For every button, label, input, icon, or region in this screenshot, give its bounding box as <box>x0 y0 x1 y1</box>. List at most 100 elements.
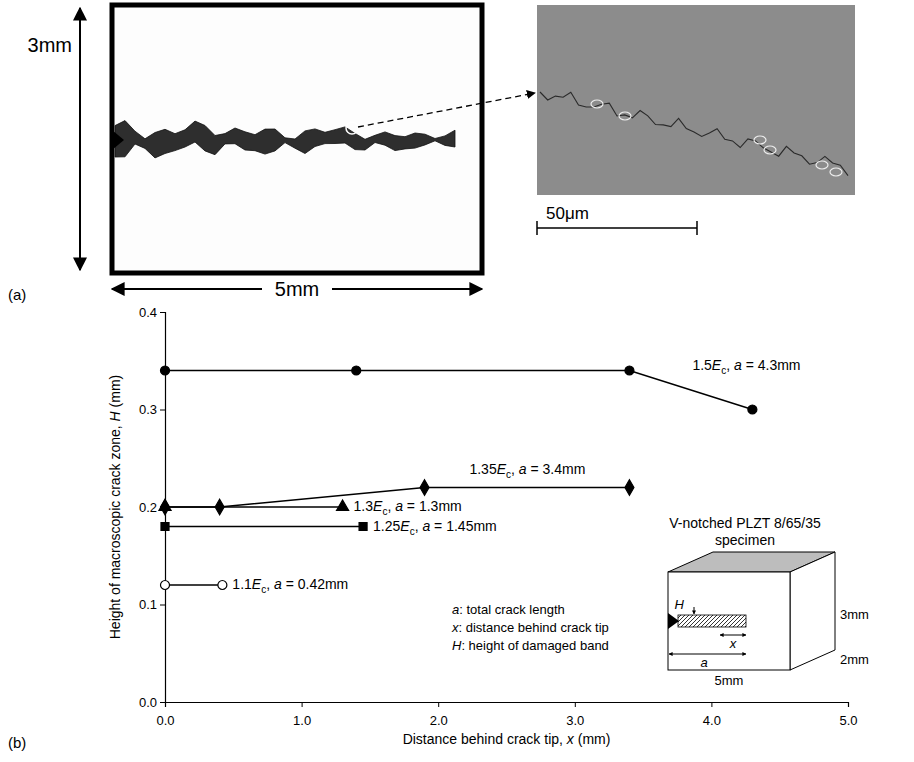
inset-front-face <box>668 572 790 670</box>
tick-mark <box>438 702 439 707</box>
sem-image <box>537 5 855 195</box>
sem-debris <box>591 100 603 108</box>
tick-mark <box>160 605 165 606</box>
tick-label: 1.0 <box>293 713 311 728</box>
tick: 5.0 <box>839 702 857 728</box>
sem-debris <box>754 136 766 144</box>
tick: 1.0 <box>293 702 311 728</box>
notes: a: total crack length x: distance behind … <box>451 602 609 653</box>
tick-label: 2.0 <box>430 713 448 728</box>
tick-mark <box>711 702 712 707</box>
y-axis-title: Height of macroscopic crack zone, H (mm) <box>107 375 123 640</box>
inset-title: V-notched PLZT 8/65/35 <box>669 515 821 531</box>
series-label: 1.3Ec, a = 1.3mm <box>354 498 462 517</box>
sem-debris <box>816 161 828 169</box>
marker <box>625 366 634 375</box>
tick-mark <box>160 410 165 411</box>
series-line <box>165 584 222 586</box>
notch <box>112 130 124 150</box>
inset-damage-band <box>678 615 746 627</box>
height-label: 3mm <box>28 34 72 56</box>
inset: V-notched PLZT 8/65/35specimen Hx a 3mm 2mm 5… <box>668 515 869 688</box>
tick-mark <box>160 312 165 313</box>
series-line <box>165 506 343 508</box>
marker <box>159 500 171 511</box>
tick-label: 0.4 <box>139 305 157 320</box>
marker <box>625 480 634 496</box>
tick: 4.0 <box>703 702 721 728</box>
scale-bar <box>537 227 697 229</box>
x-axis: 0.0 1.0 2.0 3.0 4.0 5.0 <box>156 702 857 728</box>
figure: 3mm 5mm (a) 50μm 0.0 1.0 2.0 3.0 4.0 5.0 0.0 0.1 0.2… <box>0 0 914 762</box>
series-label: 1.1Ec, a = 0.42mm <box>232 576 348 595</box>
inset-depth-label: 2mm <box>840 652 869 667</box>
series-label: 1.5Ec, a = 4.3mm <box>692 357 800 376</box>
tick-mark <box>848 702 849 707</box>
series-label: 1.25Ec, a = 1.45mm <box>373 518 497 537</box>
x-axis-title: Distance behind crack tip, x (mm) <box>403 731 611 747</box>
tick-label: 0.2 <box>139 500 157 515</box>
inset-h-arrow <box>694 607 695 614</box>
tick-label: 0.3 <box>139 402 157 417</box>
series-line <box>165 371 752 410</box>
sem-debris <box>619 112 631 120</box>
panel-b: 0.0 1.0 2.0 3.0 4.0 5.0 0.0 0.1 0.2 0.3 0.4 Distanc… <box>8 305 869 751</box>
note: H: height of damaged band <box>452 638 609 653</box>
marker <box>748 405 757 414</box>
plot-marks <box>159 366 757 590</box>
marker <box>420 480 429 496</box>
panel-label: (b) <box>8 734 26 751</box>
micrograph-frame <box>112 5 482 273</box>
note: a: total crack length <box>452 602 565 617</box>
sem-debris <box>764 146 776 154</box>
tick-label: 0.0 <box>139 695 157 710</box>
tick: 2.0 <box>430 702 448 728</box>
tick-label: 0.1 <box>139 597 157 612</box>
tick: 3.0 <box>566 702 584 728</box>
scale-bar-label: 50μm <box>546 204 589 223</box>
zoom-spot <box>346 122 358 134</box>
marker <box>160 580 169 589</box>
panel-a: 3mm 5mm (a) 50μm <box>8 5 855 303</box>
tick-label: 4.0 <box>703 713 721 728</box>
tick-mark <box>575 702 576 707</box>
marker <box>337 500 349 511</box>
width-label: 5mm <box>275 278 319 300</box>
height-arrow <box>79 8 81 270</box>
zoom-pointer <box>358 93 535 127</box>
series-label: 1.35Ec, a = 3.4mm <box>469 461 585 480</box>
sem-crack <box>540 92 848 176</box>
axis-line <box>166 703 849 708</box>
inset-a-label: a <box>700 655 707 670</box>
inset-title: specimen <box>715 532 775 548</box>
panel-label: (a) <box>8 286 26 303</box>
marker <box>218 580 227 589</box>
tick-label: 3.0 <box>566 713 584 728</box>
tick-label: 0.0 <box>156 713 174 728</box>
width-arrow <box>112 288 262 290</box>
tick: 0.4 <box>139 305 165 320</box>
scale-bar-end <box>536 221 538 235</box>
tick: 0.1 <box>139 597 165 612</box>
scale-bar-end <box>696 221 698 235</box>
tick-label: 5.0 <box>839 713 857 728</box>
crack-band <box>115 121 455 158</box>
marker <box>161 523 169 531</box>
tick-mark <box>302 702 303 707</box>
tick: 0.0 <box>156 702 174 728</box>
marker <box>359 523 367 531</box>
sem-debris <box>830 168 842 176</box>
marker <box>160 366 169 375</box>
inset-height-label: 3mm <box>840 607 869 622</box>
inset-side-face <box>790 552 835 670</box>
inset-notch <box>668 613 679 629</box>
inset-h-label: H <box>675 597 685 612</box>
marker <box>352 366 361 375</box>
tick-mark <box>160 702 165 703</box>
note: x: distance behind crack tip <box>451 620 609 635</box>
tick: 0.3 <box>139 402 165 417</box>
inset-x-label: x <box>729 636 737 651</box>
tick: 0.0 <box>139 695 165 710</box>
series-line <box>165 526 363 528</box>
inset-width-label: 5mm <box>715 673 744 688</box>
